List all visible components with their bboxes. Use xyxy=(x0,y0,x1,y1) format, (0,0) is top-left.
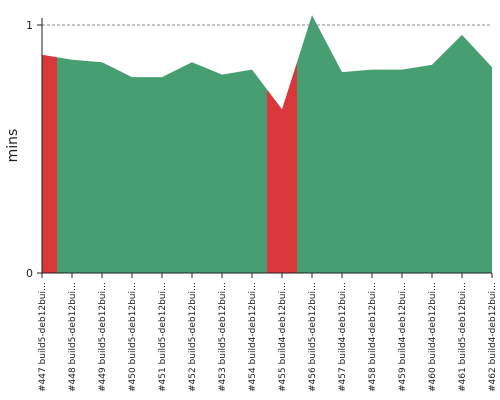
x-tick-label: #455 build4-deb12bui… xyxy=(278,282,288,392)
x-tick-label: #462 build4-deb12bui… xyxy=(488,282,498,392)
x-tick-label: #459 build4-deb12bui… xyxy=(398,282,408,392)
x-tick-label: #450 build5-deb12bui… xyxy=(128,282,138,392)
area-segment xyxy=(267,62,297,274)
x-tick-label: #453 build5-deb12bui… xyxy=(218,282,228,392)
x-ticks: #447 build5-deb12bui… #448 build5-deb12bu… xyxy=(38,273,498,392)
area-segment xyxy=(207,68,237,274)
area-segment xyxy=(42,54,57,273)
y-axis-label: mins xyxy=(5,129,21,163)
area-segment xyxy=(237,69,267,273)
area-segment xyxy=(477,51,492,273)
x-tick-label: #448 build5-deb12bui… xyxy=(68,282,78,392)
x-tick-label: #454 build4-deb12bui… xyxy=(248,282,258,392)
x-tick-label: #461 build5-deb12bui… xyxy=(458,282,468,392)
area-segment xyxy=(297,15,327,273)
x-tick-label: #447 build5-deb12bui… xyxy=(38,282,48,392)
axes-layer xyxy=(41,18,492,274)
area-segment xyxy=(447,34,477,274)
area-segment xyxy=(117,69,147,273)
area-segment xyxy=(57,57,87,274)
area-segment xyxy=(87,61,117,273)
x-tick-label: #460 build4-deb12bui… xyxy=(428,282,438,392)
area-segment xyxy=(177,62,207,274)
area-segment xyxy=(327,43,357,273)
x-tick-label: #452 build5-deb12bui… xyxy=(188,282,198,392)
x-tick-label: #449 build5-deb12bui… xyxy=(98,282,108,392)
area-segment xyxy=(387,67,417,273)
x-tick-label: #456 build5-deb12bui… xyxy=(308,282,318,392)
area-segment xyxy=(417,49,447,273)
y-tick-label: 0 xyxy=(26,267,33,280)
y-ticks: 01 xyxy=(26,19,42,280)
area-segment xyxy=(357,69,387,273)
areas-layer xyxy=(42,15,492,274)
x-tick-label: #458 build4-deb12bui… xyxy=(368,282,378,392)
x-tick-label: #451 build5-deb12bui… xyxy=(158,282,168,392)
x-tick-label: #457 build4-deb12bui… xyxy=(338,282,348,392)
y-tick-label: 1 xyxy=(26,19,33,32)
area-segment xyxy=(147,69,177,273)
